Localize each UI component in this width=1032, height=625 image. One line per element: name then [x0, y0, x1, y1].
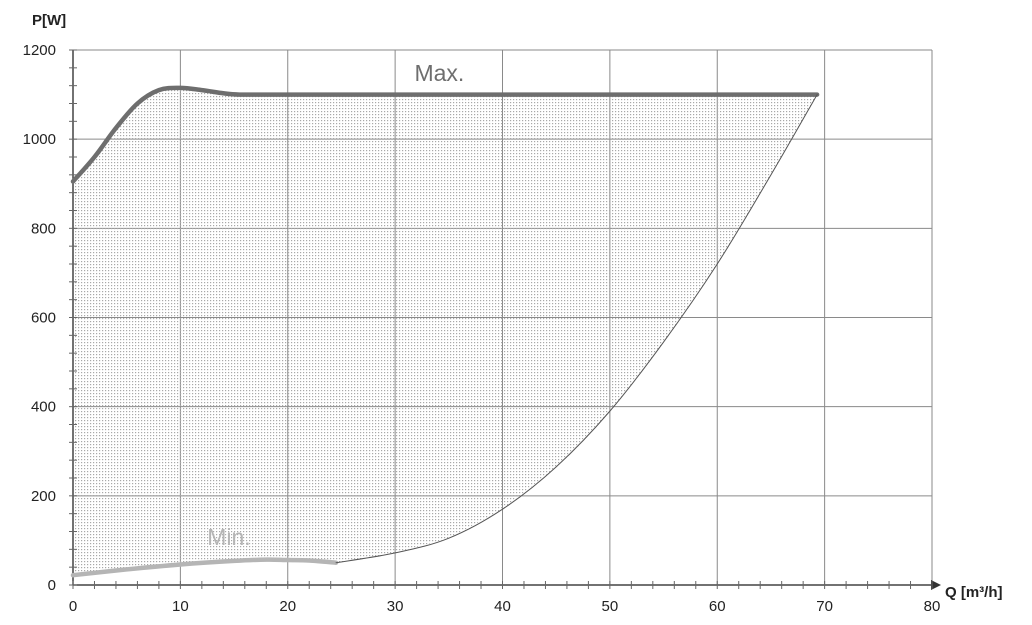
x-tick-label: 30 [387, 598, 404, 615]
y-tick-label: 1000 [23, 131, 56, 148]
x-axis-arrow [931, 580, 941, 590]
x-tick-label: 70 [816, 598, 833, 615]
series-label-max: Max. [414, 60, 464, 86]
y-tick-label: 200 [31, 488, 56, 505]
y-tick-label: 1200 [23, 42, 56, 59]
series-label-min: Min. [207, 524, 250, 550]
x-axis-title: Q [m³/h] [945, 584, 1003, 601]
operating-range-area [73, 87, 818, 576]
x-tick-label: 80 [924, 598, 941, 615]
labels: 0 10 20 30 40 50 60 70 80020040060080010001200Ma… [23, 42, 941, 615]
x-tick-label: 0 [69, 598, 77, 615]
x-tick-label: 10 [172, 598, 189, 615]
series-line-boundary [335, 94, 818, 564]
x-tick-label: 50 [602, 598, 619, 615]
series-lines [70, 85, 820, 578]
operating-range-fill [73, 87, 818, 576]
series-line-min [70, 557, 339, 578]
y-tick-label: 400 [31, 399, 56, 416]
axes [69, 49, 941, 590]
y-tick-label: 800 [31, 220, 56, 237]
x-tick-label: 20 [279, 598, 296, 615]
series-line-max [70, 85, 820, 184]
y-tick-label: 600 [31, 310, 56, 327]
y-axis-title: P[W] [32, 12, 66, 29]
x-tick-label: 40 [494, 598, 511, 615]
x-tick-label: 60 [709, 598, 726, 615]
y-tick-label: 0 [48, 577, 56, 594]
